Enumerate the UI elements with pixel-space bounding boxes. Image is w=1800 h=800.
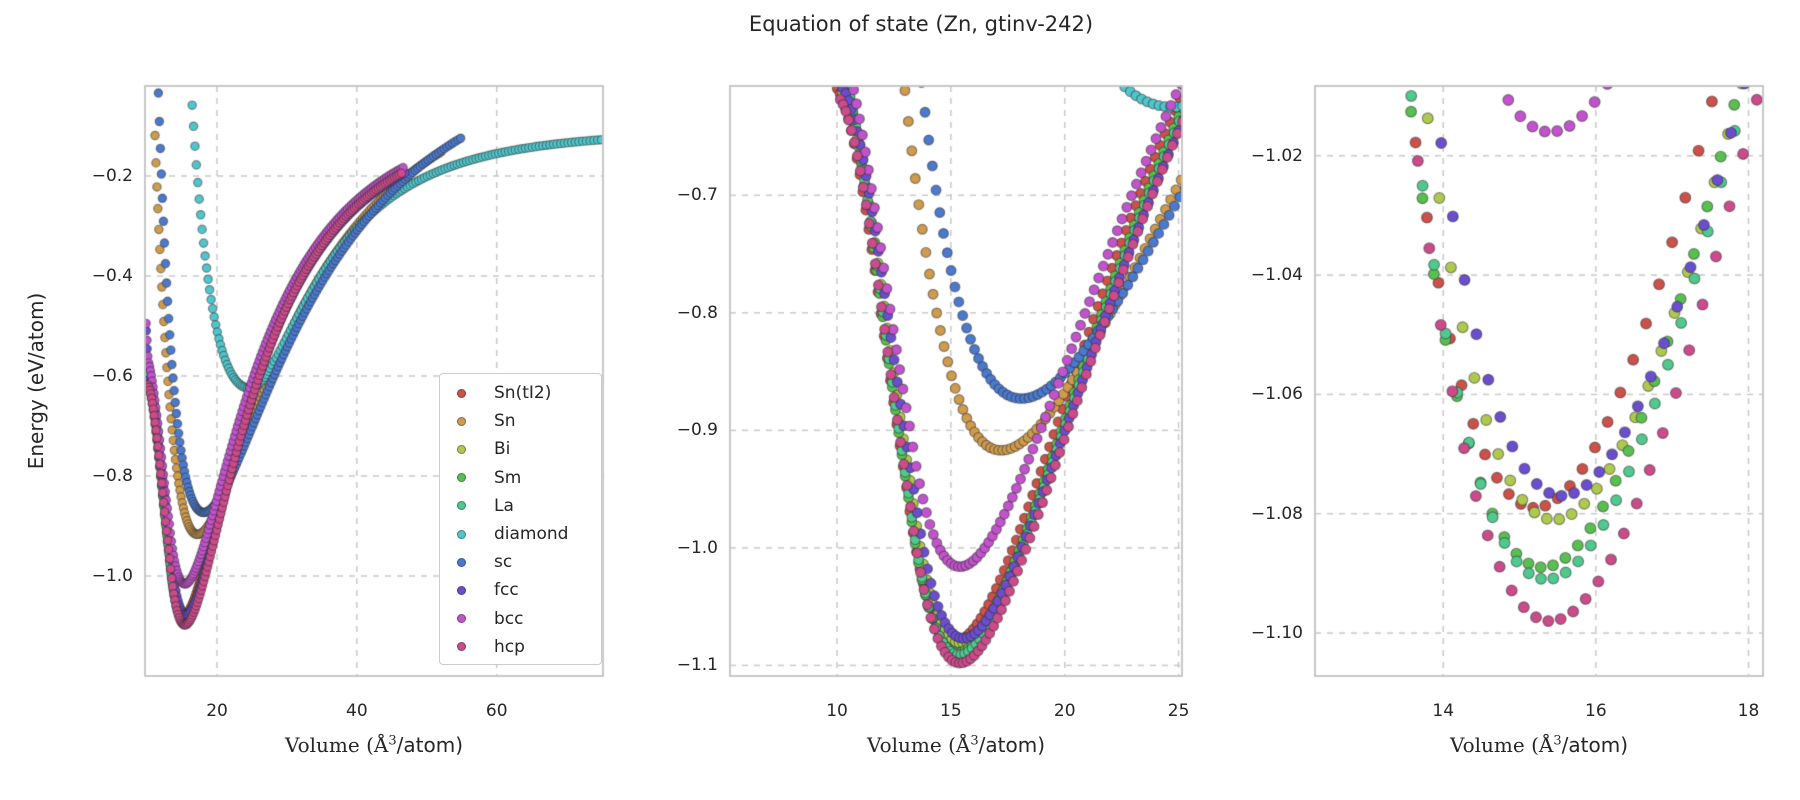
x-tick-label-panel-1: 40 [346, 701, 368, 721]
y-tick-label-panel-3: −1.08 [1250, 503, 1303, 524]
x-tick-label-panel-3: 18 [1737, 701, 1760, 721]
legend-label: Sm [494, 467, 522, 488]
legend-label: fcc [494, 580, 519, 601]
x-axis-label-panel-1: Volume (Å3/atom) [285, 733, 463, 757]
y-axis-label: Energy (eV/atom) [24, 292, 48, 470]
legend-label: diamond [494, 524, 569, 545]
figure-title: Equation of state (Zn, gtinv-242) [748, 12, 1094, 36]
legend-marker-icon [457, 529, 466, 539]
legend-label: bcc [494, 608, 524, 629]
legend-item-sc: sc [440, 548, 601, 576]
legend-label: Bi [494, 439, 511, 460]
y-tick-label-panel-3: −1.10 [1250, 623, 1303, 644]
legend-label: Sn(tI2) [494, 383, 552, 404]
legend-label: hcp [494, 636, 525, 657]
legend-item-bcc: bcc [440, 605, 601, 633]
x-axis-label-suffix: /atom) [1561, 733, 1628, 757]
x-axis-label-text: Volume (Å [1450, 733, 1554, 757]
y-tick-label-panel-1: −1.0 [91, 566, 133, 586]
y-tick-label-panel-1: −0.4 [91, 266, 133, 286]
y-tick-label-panel-2: −1.1 [676, 655, 718, 676]
legend-label: La [494, 495, 514, 516]
x-axis-label-suffix: /atom) [396, 733, 463, 757]
y-tick-label-panel-1: −0.6 [91, 366, 133, 386]
x-axis-label-panel-2: Volume (Å3/atom) [867, 733, 1045, 757]
x-tick-label-panel-1: 60 [485, 701, 508, 721]
x-tick-label-panel-3: 14 [1432, 701, 1455, 721]
x-tick-label-panel-3: 16 [1585, 701, 1607, 721]
y-tick-label-panel-3: −1.02 [1250, 145, 1303, 166]
y-tick-label-panel-2: −0.7 [676, 185, 718, 206]
legend-item-sm: Sm [440, 464, 601, 492]
x-tick-label-panel-2: 15 [940, 701, 962, 721]
x-axis-label-superscript: 3 [1553, 733, 1562, 749]
legend-item-bi: Bi [440, 435, 601, 463]
legend-item-diamond: diamond [440, 520, 601, 548]
x-axis-label-panel-3: Volume (Å3/atom) [1450, 733, 1628, 757]
x-axis-label-superscript: 3 [970, 733, 979, 749]
legend-item-sn-ti2-: Sn(tI2) [440, 379, 601, 407]
x-tick-label-panel-1: 20 [206, 701, 228, 721]
x-tick-label-panel-2: 20 [1053, 701, 1076, 721]
x-axis-label-suffix: /atom) [978, 733, 1045, 757]
legend-marker-icon [457, 501, 466, 511]
x-axis-label-text: Volume (Å [867, 733, 971, 757]
legend-item-fcc: fcc [440, 576, 601, 604]
legend: Sn(tI2) Sn Bi Sm La diamond sc fcc bcc hcp [439, 373, 602, 665]
legend-label: sc [494, 552, 513, 573]
y-tick-label-panel-1: −0.2 [91, 166, 133, 186]
legend-item-sn: Sn [440, 407, 601, 435]
x-axis-label-superscript: 3 [388, 733, 397, 749]
y-tick-label-panel-1: −0.8 [91, 466, 133, 486]
x-tick-label-panel-2: 25 [1167, 701, 1190, 721]
y-tick-label-panel-3: −1.06 [1250, 384, 1303, 405]
legend-marker-icon [457, 557, 466, 567]
legend-item-la: La [440, 492, 601, 520]
y-tick-label-panel-2: −1.0 [676, 537, 718, 558]
x-tick-label-panel-2: 10 [826, 701, 848, 721]
legend-marker-icon [457, 585, 466, 595]
legend-item-hcp: hcp [440, 633, 601, 661]
y-tick-label-panel-3: −1.04 [1250, 265, 1303, 286]
legend-marker-icon [457, 642, 466, 652]
legend-marker-icon [457, 416, 466, 426]
x-axis-label-text: Volume (Å [285, 733, 389, 757]
y-tick-label-panel-2: −0.8 [676, 302, 718, 323]
legend-marker-icon [457, 444, 466, 454]
legend-marker-icon [457, 473, 466, 483]
y-tick-label-panel-2: −0.9 [676, 420, 718, 441]
legend-marker-icon [457, 388, 466, 398]
legend-marker-icon [457, 614, 466, 624]
legend-label: Sn [494, 411, 516, 432]
